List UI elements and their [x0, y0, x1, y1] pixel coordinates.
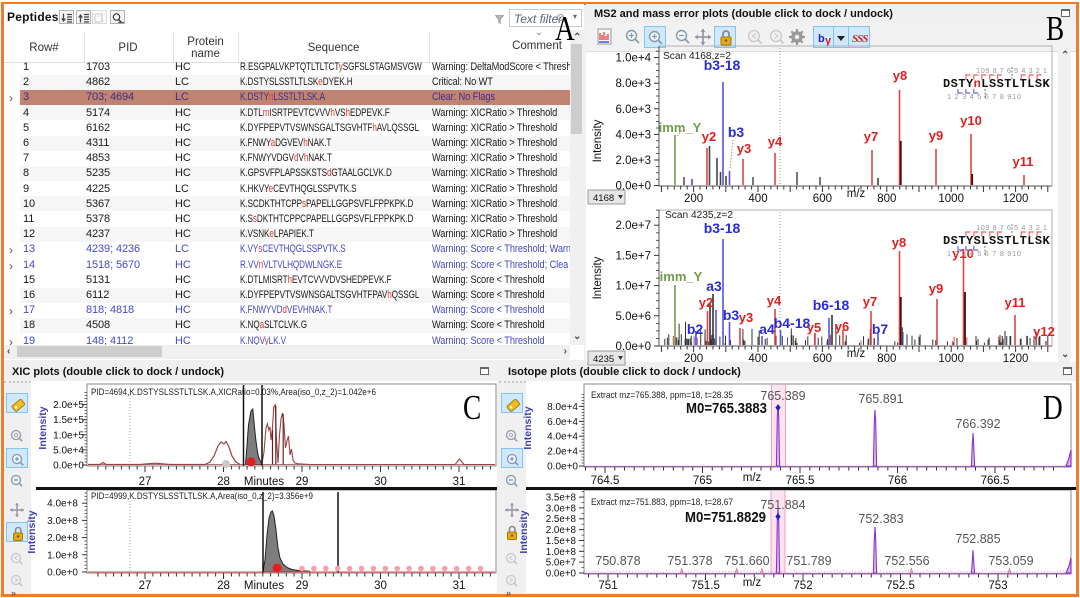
svg-text:b: b	[818, 33, 825, 45]
svg-text:y: y	[825, 35, 832, 47]
svg-text:SSS: SSS	[852, 33, 868, 45]
